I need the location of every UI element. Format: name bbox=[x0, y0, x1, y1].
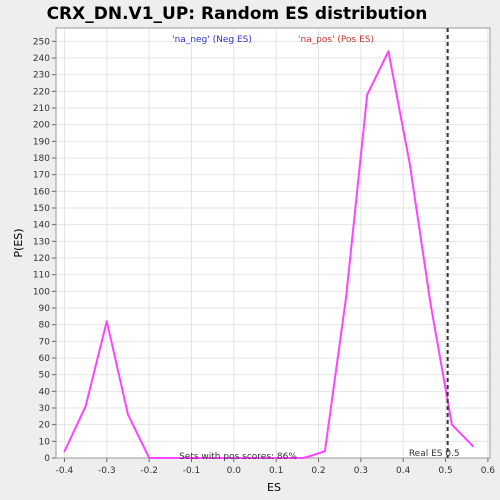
data-point bbox=[429, 303, 432, 306]
y-tick-label: 40 bbox=[39, 387, 51, 397]
x-axis-label: ES bbox=[267, 481, 281, 494]
y-tick-label: 210 bbox=[33, 104, 50, 114]
y-tick-label: 200 bbox=[33, 121, 50, 131]
y-tick-label: 50 bbox=[39, 371, 51, 381]
y-tick-label: 60 bbox=[39, 354, 51, 364]
data-point bbox=[302, 457, 305, 459]
y-tick-label: 30 bbox=[39, 404, 51, 414]
x-tick-label: -0.1 bbox=[183, 466, 201, 476]
y-tick-label: 70 bbox=[39, 337, 51, 347]
x-tick-label: 0.2 bbox=[311, 466, 325, 476]
y-tick-label: 0 bbox=[44, 454, 50, 464]
grid-lines bbox=[56, 28, 490, 459]
real-es-label: Real ES 0.5 bbox=[409, 449, 460, 459]
x-tick-label: 0.0 bbox=[227, 466, 242, 476]
plot-area bbox=[56, 28, 490, 458]
y-tick-label: 110 bbox=[33, 271, 50, 281]
data-point bbox=[387, 50, 390, 53]
legend-entry: 'na_pos' (Pos ES) bbox=[298, 35, 374, 45]
x-tick-label: -0.3 bbox=[98, 466, 116, 476]
y-tick-label: 230 bbox=[33, 71, 50, 81]
y-tick-label: 150 bbox=[33, 204, 50, 214]
series-layer bbox=[63, 50, 474, 459]
legend-entry: 'na_neg' (Neg ES) bbox=[172, 35, 252, 45]
y-tick-label: 130 bbox=[33, 237, 50, 247]
y-tick-label: 80 bbox=[39, 321, 51, 331]
y-tick-label: 180 bbox=[33, 154, 50, 164]
data-point bbox=[127, 413, 129, 416]
y-tick-label: 190 bbox=[33, 137, 50, 147]
data-point bbox=[275, 457, 278, 459]
data-point bbox=[366, 93, 369, 96]
data-point bbox=[105, 320, 108, 323]
data-point bbox=[84, 405, 87, 408]
y-axis-label: P(ES) bbox=[12, 228, 25, 257]
data-point bbox=[148, 457, 151, 459]
data-point bbox=[190, 457, 193, 459]
y-tick-label: 170 bbox=[33, 171, 50, 181]
real-es-layer: Real ES 0.5 bbox=[409, 28, 460, 459]
data-point bbox=[408, 162, 411, 164]
y-tick-label: 90 bbox=[39, 304, 51, 314]
data-point bbox=[450, 423, 453, 426]
data-point bbox=[232, 457, 235, 459]
y-tick-label: 20 bbox=[39, 421, 51, 431]
x-tick-label: 0.4 bbox=[396, 466, 411, 476]
chart-title: CRX_DN.V1_UP: Random ES distribution bbox=[47, 4, 428, 24]
y-tick-label: 100 bbox=[33, 287, 50, 297]
x-tick-label: 0.3 bbox=[354, 466, 368, 476]
legend: 'na_neg' (Neg ES) 'na_pos' (Pos ES) bbox=[172, 35, 374, 45]
y-tick-label: 10 bbox=[39, 437, 51, 447]
y-tick-label: 120 bbox=[33, 254, 50, 264]
data-point bbox=[296, 457, 299, 459]
data-point bbox=[323, 450, 326, 453]
x-tick-label: -0.2 bbox=[140, 466, 158, 476]
y-tick-label: 220 bbox=[33, 87, 50, 97]
data-point bbox=[472, 445, 474, 448]
x-tick-label: 0.5 bbox=[438, 466, 452, 476]
y-tick-label: 140 bbox=[33, 221, 50, 231]
x-tick-label: 0.1 bbox=[269, 466, 283, 476]
data-point bbox=[169, 457, 172, 459]
x-tick-label: 0.6 bbox=[481, 466, 496, 476]
data-point bbox=[211, 457, 214, 459]
data-point bbox=[254, 457, 256, 459]
x-tick-label: -0.4 bbox=[56, 466, 74, 476]
data-point bbox=[345, 297, 347, 299]
data-point bbox=[63, 450, 66, 453]
y-tick-label: 240 bbox=[33, 54, 50, 64]
annotation-pos-scores: Sets with pos scores: 86% bbox=[179, 452, 297, 462]
y-tick-label: 250 bbox=[33, 37, 50, 47]
y-tick-label: 160 bbox=[33, 187, 50, 197]
